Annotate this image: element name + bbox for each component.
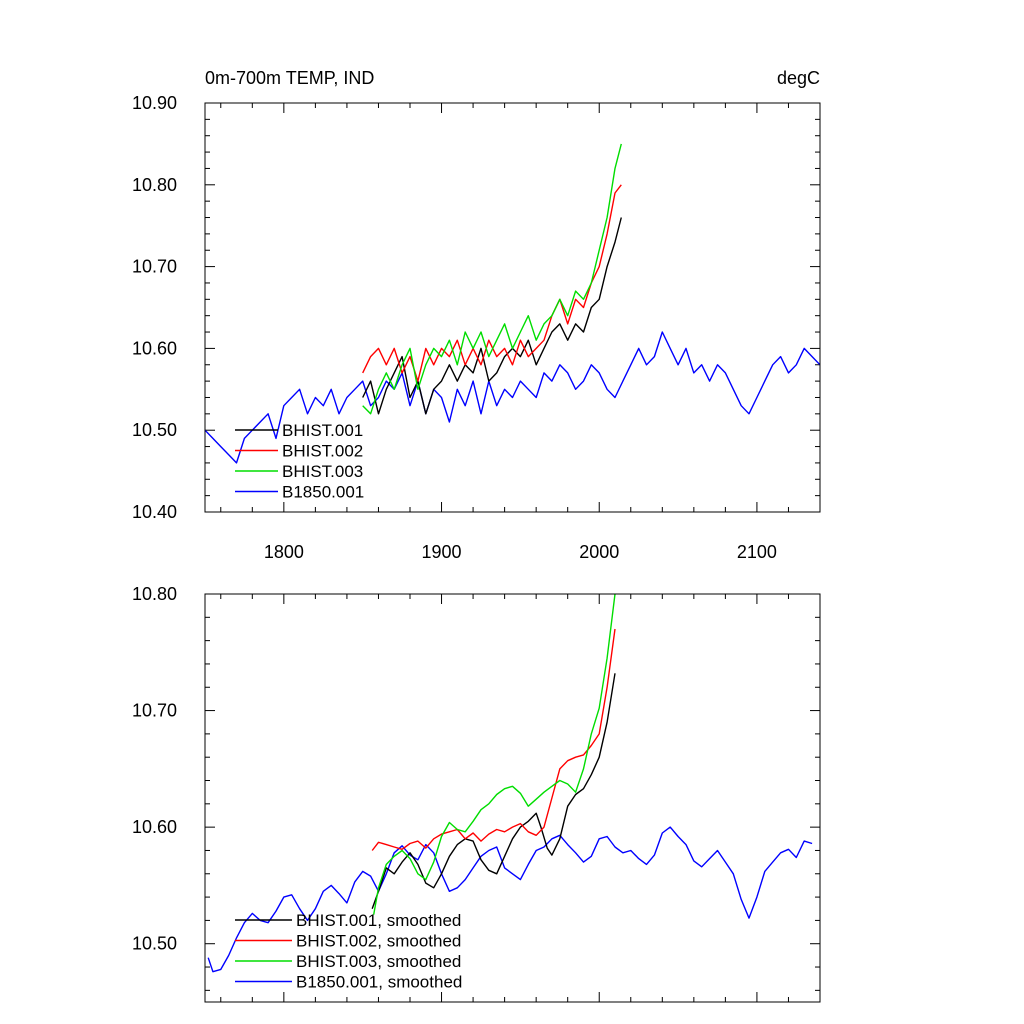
legend-label: BHIST.002, smoothed [296,932,461,951]
legend-label: BHIST.003 [282,462,363,481]
series-line-b1850-001 [204,331,821,464]
legend-label: BHIST.002 [282,442,363,461]
y-tick-label: 10.80 [132,175,177,195]
y-tick-label: 10.50 [132,934,177,954]
series-line-bhist-003 [362,143,622,415]
y-tick-label: 10.70 [132,257,177,277]
chart-units-label: degC [777,68,820,88]
bottom-series-group [207,593,813,973]
y-tick-label: 10.50 [132,420,177,440]
x-tick-label: 1800 [264,542,304,562]
y-tick-label: 10.80 [132,584,177,604]
bottom-axis-ticks: 10.50 10.60 10.70 10.80 [132,584,821,1002]
series-line-bhist-002-smoothed [371,628,616,851]
series-line-bhist-002 [362,184,622,382]
series-line-b1850-001-smoothed [207,826,813,973]
series-line-bhist-003-smoothed [373,593,616,915]
legend-label: B1850.001, smoothed [296,973,462,992]
top-plot-frame [204,102,821,513]
bottom-plot-frame [204,593,821,1003]
x-tick-label: 2100 [737,542,777,562]
legend-label: BHIST.001 [282,421,363,440]
series-line-bhist-001-smoothed [371,673,616,909]
top-series-group [204,143,821,464]
top-axis-ticks: 1800 1900 2000 2100 10.40 10.50 10.60 10.70 10.8… [132,93,821,562]
x-tick-label: 1900 [422,542,462,562]
legend-label: B1850.001 [282,483,364,502]
legend-label: BHIST.001, smoothed [296,911,461,930]
y-tick-label: 10.60 [132,338,177,358]
chart-title-left: 0m-700m TEMP, IND [205,68,374,88]
bottom-panel: 10.50 10.60 10.70 10.80 BHIST.001, smoothed… [132,584,821,1003]
y-tick-label: 10.70 [132,701,177,721]
top-panel: 0m-700m TEMP, IND degC 1800 1900 2000 21001… [132,68,821,562]
series-line-bhist-001 [362,217,622,415]
y-tick-label: 10.60 [132,817,177,837]
y-tick-label: 10.90 [132,93,177,113]
legend-label: BHIST.003, smoothed [296,952,461,971]
y-tick-label: 10.40 [132,502,177,522]
x-tick-label: 2000 [579,542,619,562]
bottom-legend: BHIST.001, smoothed BHIST.002, smoothedBH… [235,911,462,992]
